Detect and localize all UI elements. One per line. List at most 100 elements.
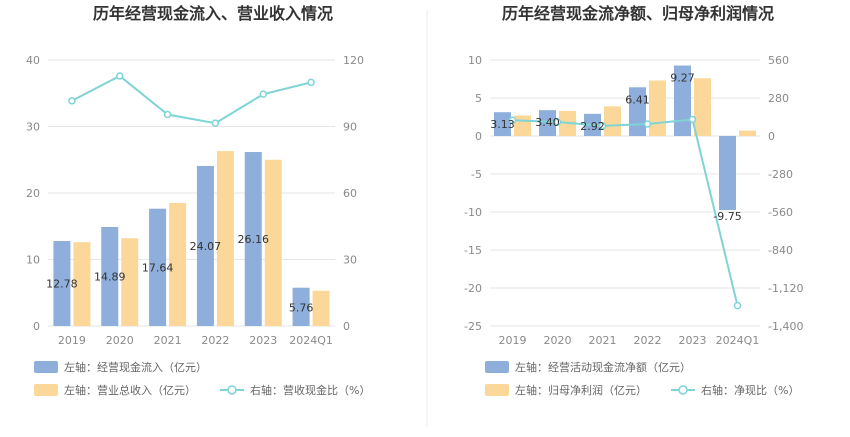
- line-point: [553, 118, 562, 126]
- right-axis-tick: 120: [343, 54, 364, 67]
- x-axis-tick: 2020: [544, 334, 572, 347]
- bar-primary: [292, 287, 310, 326]
- line-point: [116, 72, 124, 80]
- legend-label: 左轴：经营活动现金流净额（亿元）: [515, 360, 691, 374]
- x-axis-tick: 2022: [634, 334, 662, 347]
- line-point: [643, 120, 652, 128]
- bar-primary: [244, 152, 262, 326]
- line-point: [508, 116, 517, 125]
- legend-label: 左轴：归母净利润（亿元）: [515, 383, 647, 397]
- legend-line-marker: [227, 385, 237, 395]
- bar-secondary: [216, 151, 234, 326]
- bar-secondary: [312, 290, 330, 326]
- bar-secondary: [604, 106, 621, 136]
- bar-primary: [149, 208, 167, 326]
- bar-primary: [539, 110, 556, 136]
- line-series: [71, 74, 312, 125]
- x-axis-tick: 2024Q1: [716, 334, 760, 347]
- bar-secondary: [169, 202, 187, 326]
- legend-label: 右轴：营收现金比（%）: [250, 383, 370, 397]
- x-axis-tick: 2019: [499, 334, 527, 347]
- bar-data-label: 3.40: [535, 116, 560, 129]
- legend-label: 左轴：经营现金流入（亿元）: [64, 360, 207, 374]
- bar-secondary: [264, 159, 282, 326]
- bar-data-label: 24.07: [190, 240, 222, 253]
- bar-secondary: [121, 238, 139, 326]
- line-point: [163, 110, 172, 119]
- legend-swatch-secondary: [34, 384, 58, 396]
- bar-secondary: [694, 78, 711, 136]
- bar-secondary: [514, 115, 531, 136]
- bar-data-label: 2.92: [580, 120, 605, 133]
- x-axis-tick: 2021: [154, 334, 182, 347]
- right-axis-tick: -560: [768, 206, 793, 219]
- bar-data-label: 12.78: [46, 278, 78, 291]
- legend-swatch-primary: [34, 361, 58, 373]
- right-axis-tick: -1,400: [768, 320, 803, 333]
- x-axis-tick: 2019: [58, 334, 86, 347]
- bar-primary: [494, 112, 511, 136]
- left-axis-tick: 0: [33, 320, 40, 333]
- bar-primary: [196, 165, 214, 326]
- bar-data-label: 6.41: [625, 93, 650, 106]
- bar-data-label: -9.75: [713, 210, 741, 223]
- bar-data-label: 17.64: [142, 261, 174, 274]
- left-axis-tick: -10: [464, 206, 482, 219]
- line-point: [307, 78, 315, 87]
- bar-data-label: 14.89: [94, 270, 126, 283]
- chart-panel-2: 历年经营现金流净额、归母净利润情况 10 5 0 -5 -10 -15 -20 -25 560 28…: [464, 4, 803, 397]
- chart-title: 历年经营现金流入、营业收入情况: [93, 4, 333, 23]
- x-axis-tick: 2023: [679, 334, 707, 347]
- x-axis-tick: 2024Q1: [289, 334, 333, 347]
- bar-primary: [101, 226, 119, 326]
- bar-primary: [674, 65, 691, 136]
- left-axis-tick: 10: [468, 54, 482, 67]
- chart-panel-1: 历年经营现金流入、营业收入情况 0 10 20 30 40 0 30 60 90 120 2019 20…: [26, 4, 370, 397]
- left-axis-tick: 0: [475, 130, 482, 143]
- right-axis-tick: 0: [343, 320, 350, 333]
- right-axis-tick: -280: [768, 168, 793, 181]
- bar-primary: [53, 241, 71, 326]
- x-axis-tick: 2022: [201, 334, 229, 347]
- chart-title: 历年经营现金流净额、归母净利润情况: [502, 4, 774, 23]
- bar-data-label: 9.27: [670, 72, 695, 85]
- bar-secondary: [739, 130, 756, 136]
- line-point: [259, 90, 267, 98]
- left-axis-tick: -5: [471, 168, 482, 181]
- bar-data-label: 3.13: [490, 118, 515, 131]
- left-axis-tick: 40: [26, 54, 40, 67]
- bar-data-label: 26.16: [238, 233, 270, 246]
- right-axis-tick: -1,120: [768, 282, 803, 295]
- legend-label: 右轴：净现比（%）: [701, 383, 799, 397]
- bar-secondary: [73, 242, 91, 326]
- bar-data-label: 5.76: [289, 302, 314, 315]
- right-axis-tick: 60: [343, 187, 357, 200]
- line-point: [68, 97, 76, 105]
- right-axis-tick: 280: [768, 92, 789, 105]
- left-axis-tick: -25: [464, 320, 482, 333]
- left-axis-tick: 5: [475, 92, 482, 105]
- legend-line-marker: [678, 385, 688, 395]
- right-axis-tick: 90: [343, 121, 357, 134]
- line-series: [512, 118, 739, 306]
- left-axis-tick: 10: [26, 254, 40, 267]
- right-axis-tick: 0: [768, 130, 775, 143]
- line-point: [211, 119, 220, 127]
- x-axis-tick: 2020: [106, 334, 134, 347]
- x-axis-tick: 2021: [589, 334, 617, 347]
- line-point: [598, 122, 607, 130]
- right-axis-tick: -840: [768, 244, 793, 257]
- left-axis-tick: 20: [26, 187, 40, 200]
- legend-label: 左轴：营业总收入（亿元）: [64, 383, 196, 397]
- bar-secondary: [649, 80, 666, 136]
- bar-primary: [719, 136, 736, 211]
- left-axis-tick: -20: [464, 282, 482, 295]
- left-axis-tick: -15: [464, 244, 482, 257]
- left-axis-tick: 30: [26, 121, 40, 134]
- legend-swatch-secondary: [485, 384, 509, 396]
- line-point: [688, 115, 697, 124]
- x-axis-tick: 2023: [249, 334, 277, 347]
- right-axis-tick: 560: [768, 54, 789, 67]
